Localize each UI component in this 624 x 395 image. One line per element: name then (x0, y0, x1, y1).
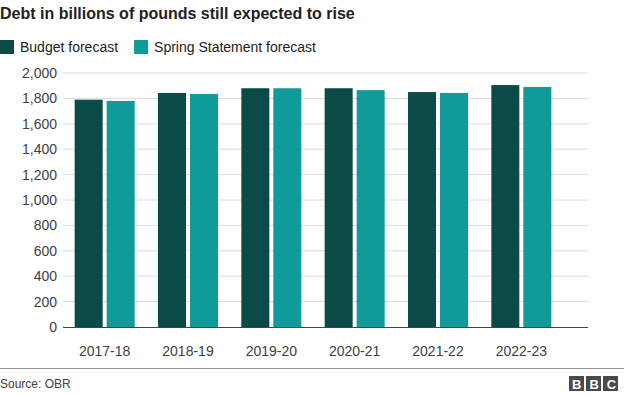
bar (107, 101, 135, 327)
bar (408, 92, 436, 327)
bar (357, 90, 385, 327)
legend-label: Spring Statement forecast (154, 39, 316, 55)
bar (325, 88, 353, 327)
bar (440, 93, 468, 327)
bar (273, 88, 301, 327)
bar (75, 100, 103, 327)
x-tick-label: 2021-22 (412, 343, 464, 359)
x-tick-label: 2018-19 (162, 343, 214, 359)
y-tick-label: 2,000 (22, 65, 57, 81)
bar (190, 94, 218, 327)
y-tick-label: 800 (34, 217, 58, 233)
y-tick-label: 0 (49, 319, 57, 335)
legend-label: Budget forecast (20, 39, 118, 55)
logo: BBC (572, 377, 624, 392)
y-tick-label: 400 (34, 268, 58, 284)
bars (75, 85, 552, 327)
footer-rule (0, 368, 624, 369)
bar (491, 85, 519, 327)
grid-line (63, 73, 588, 74)
x-tick-label: 2020-21 (329, 343, 381, 359)
baseline (63, 327, 588, 328)
y-tick-label: 1,200 (22, 167, 57, 183)
y-tick-label: 1,600 (22, 116, 57, 132)
x-tick-label: 2022-23 (496, 343, 548, 359)
bar (523, 87, 551, 327)
y-tick-label: 1,400 (22, 141, 57, 157)
y-tick-label: 600 (34, 243, 58, 259)
bar (158, 93, 186, 327)
y-tick-label: 1,000 (22, 192, 57, 208)
source: Source: OBR (0, 377, 71, 391)
title: Debt in billions of pounds still expecte… (0, 5, 355, 22)
x-tick-label: 2017-18 (79, 343, 131, 359)
y-tick-label: 1,800 (22, 90, 57, 106)
y-tick-label: 200 (34, 294, 58, 310)
legend-swatch (0, 40, 14, 54)
x-tick-label: 2019-20 (246, 343, 298, 359)
bar (241, 88, 269, 327)
legend-swatch (134, 40, 148, 54)
